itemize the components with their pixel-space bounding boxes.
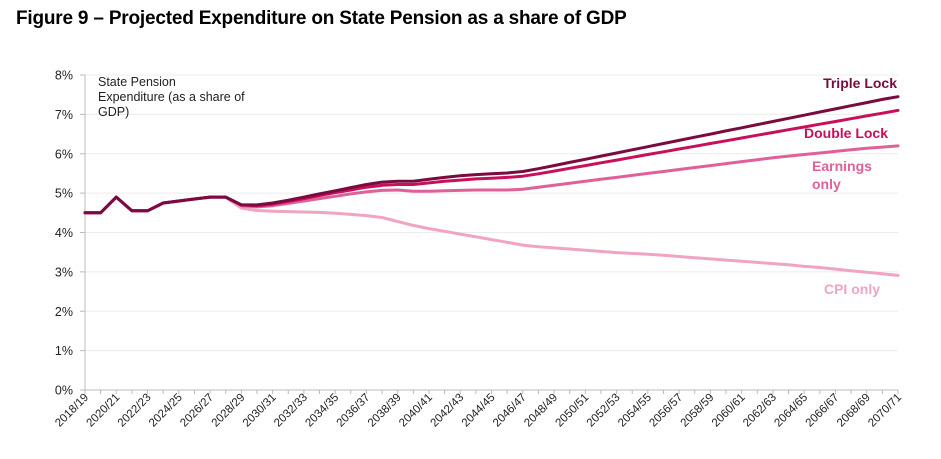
x-tick-label: 2044/45: [460, 392, 498, 430]
x-tick-label: 2070/71: [866, 392, 904, 430]
x-tick-label: 2042/43: [428, 392, 466, 430]
y-tick-label: 7%: [55, 108, 73, 122]
x-tick-label: 2060/61: [710, 392, 748, 430]
y-tick-label: 0%: [55, 384, 73, 398]
x-tick-label: 2058/59: [679, 392, 717, 430]
y-axis-title: State Pension: [98, 75, 176, 89]
series-line-cpi-only: [83, 195, 900, 277]
x-tick-label: 2046/47: [491, 392, 529, 430]
series-label: Double Lock: [804, 125, 888, 141]
x-tick-label: 2052/53: [585, 392, 623, 430]
chart-title: Figure 9 – Projected Expenditure on Stat…: [16, 8, 627, 29]
y-tick-label: 1%: [55, 344, 73, 358]
y-tick-label: 8%: [55, 69, 73, 83]
x-tick-label: 2022/23: [116, 392, 154, 430]
x-tick-label: 2026/27: [178, 392, 216, 430]
y-tick-label: 2%: [55, 305, 73, 319]
y-tick-label: 5%: [55, 187, 73, 201]
x-tick-label: 2038/39: [366, 392, 404, 430]
x-tick-label: 2034/35: [303, 392, 341, 430]
series-label: CPI only: [824, 281, 880, 297]
x-tick-label: 2064/65: [772, 392, 810, 430]
series-line-triple-lock: [83, 95, 900, 215]
x-tick-label: 2036/37: [335, 392, 373, 430]
x-tick-label: 2030/31: [241, 392, 279, 430]
x-tick-label: 2050/51: [554, 392, 592, 430]
x-tick-label: 2020/21: [85, 392, 123, 430]
series-label: only: [812, 176, 841, 192]
series-label: Earnings: [812, 158, 872, 174]
x-tick-label: 2048/49: [522, 392, 560, 430]
y-axis-title: GDP): [98, 105, 129, 119]
x-tick-label: 2062/63: [741, 392, 779, 430]
series-label: Triple Lock: [823, 75, 897, 91]
x-tick-label: 2066/67: [804, 392, 842, 430]
y-tick-label: 4%: [55, 226, 73, 240]
x-tick-label: 2032/33: [272, 392, 310, 430]
x-tick-label: 2068/69: [835, 392, 873, 430]
y-axis-title: Expenditure (as a share of: [98, 90, 245, 104]
x-tick-label: 2040/41: [397, 392, 435, 430]
x-tick-label: 2024/25: [147, 392, 185, 430]
x-tick-label: 2028/29: [210, 392, 248, 430]
x-tick-label: 2056/57: [647, 392, 685, 430]
x-tick-label: 2054/55: [616, 392, 654, 430]
y-tick-label: 3%: [55, 265, 73, 279]
y-tick-label: 6%: [55, 147, 73, 161]
